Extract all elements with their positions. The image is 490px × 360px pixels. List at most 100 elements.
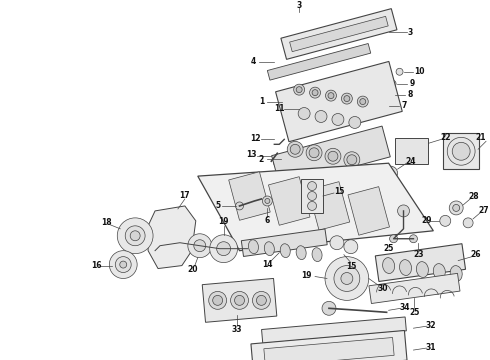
Text: 24: 24	[405, 157, 416, 166]
Circle shape	[397, 205, 410, 217]
Circle shape	[287, 141, 303, 157]
Circle shape	[387, 91, 394, 98]
Text: 15: 15	[345, 262, 356, 271]
Text: 5: 5	[215, 202, 220, 211]
Ellipse shape	[416, 262, 428, 278]
Polygon shape	[394, 138, 428, 164]
Circle shape	[447, 138, 475, 165]
Circle shape	[194, 240, 206, 252]
Circle shape	[120, 261, 127, 268]
Circle shape	[381, 102, 388, 109]
Circle shape	[290, 144, 300, 154]
Circle shape	[449, 201, 463, 215]
Polygon shape	[148, 206, 196, 269]
Circle shape	[115, 257, 131, 273]
Text: 28: 28	[469, 192, 479, 201]
Polygon shape	[375, 244, 466, 282]
Text: 1: 1	[259, 97, 264, 106]
Circle shape	[296, 87, 302, 93]
Text: 4: 4	[251, 57, 256, 66]
Text: 23: 23	[413, 250, 424, 259]
Circle shape	[332, 113, 344, 125]
Circle shape	[330, 236, 344, 250]
Text: 19: 19	[219, 217, 229, 226]
Text: 25: 25	[384, 244, 394, 253]
Circle shape	[188, 234, 212, 258]
Circle shape	[109, 251, 137, 279]
Text: 33: 33	[231, 325, 242, 334]
Circle shape	[117, 218, 153, 254]
Circle shape	[344, 152, 360, 168]
Circle shape	[262, 196, 272, 206]
Circle shape	[328, 93, 334, 99]
Ellipse shape	[383, 258, 394, 274]
Text: 27: 27	[479, 206, 490, 215]
Text: 6: 6	[265, 216, 270, 225]
Circle shape	[410, 235, 417, 243]
Text: 8: 8	[408, 90, 413, 99]
Ellipse shape	[312, 248, 322, 262]
Circle shape	[298, 108, 310, 120]
Circle shape	[384, 166, 397, 180]
Ellipse shape	[296, 246, 306, 260]
Ellipse shape	[399, 260, 412, 275]
Polygon shape	[443, 134, 479, 169]
Text: 21: 21	[475, 133, 486, 142]
Text: 22: 22	[440, 133, 450, 142]
Circle shape	[387, 170, 394, 177]
Ellipse shape	[264, 242, 274, 256]
Circle shape	[252, 291, 270, 309]
Ellipse shape	[433, 264, 445, 279]
Circle shape	[360, 99, 366, 104]
Polygon shape	[308, 182, 350, 230]
Circle shape	[325, 148, 341, 164]
Polygon shape	[251, 330, 407, 360]
Text: 20: 20	[188, 265, 198, 274]
Circle shape	[309, 148, 319, 158]
Circle shape	[235, 296, 245, 305]
Text: 31: 31	[425, 343, 436, 352]
Polygon shape	[229, 172, 270, 220]
Polygon shape	[369, 273, 460, 303]
Text: 30: 30	[377, 284, 388, 293]
Text: 3: 3	[296, 1, 302, 10]
Text: 7: 7	[402, 101, 407, 110]
Circle shape	[301, 105, 308, 112]
Circle shape	[210, 235, 238, 262]
Circle shape	[342, 93, 352, 104]
Circle shape	[308, 192, 317, 201]
Text: 32: 32	[425, 321, 436, 330]
Circle shape	[265, 198, 270, 203]
Polygon shape	[348, 186, 390, 235]
Circle shape	[236, 202, 244, 210]
Circle shape	[130, 231, 140, 241]
Circle shape	[306, 145, 322, 161]
Circle shape	[328, 151, 338, 161]
Circle shape	[440, 215, 451, 226]
Polygon shape	[241, 229, 327, 256]
Polygon shape	[262, 317, 406, 343]
Circle shape	[347, 155, 357, 165]
Circle shape	[396, 68, 403, 75]
Text: 19: 19	[301, 271, 312, 280]
Polygon shape	[271, 126, 391, 186]
Text: 25: 25	[409, 308, 419, 317]
Circle shape	[256, 296, 267, 305]
Text: 34: 34	[399, 303, 410, 312]
Text: 26: 26	[471, 250, 481, 259]
Polygon shape	[301, 179, 323, 213]
Circle shape	[294, 84, 305, 95]
Circle shape	[322, 301, 336, 315]
Circle shape	[312, 90, 318, 96]
Text: 29: 29	[421, 216, 432, 225]
Ellipse shape	[248, 240, 258, 253]
Circle shape	[310, 87, 320, 98]
Circle shape	[389, 80, 396, 87]
Circle shape	[349, 117, 361, 129]
Circle shape	[231, 291, 248, 309]
Circle shape	[325, 90, 337, 101]
Circle shape	[325, 257, 369, 300]
Circle shape	[308, 202, 317, 210]
Text: 13: 13	[246, 150, 257, 159]
Circle shape	[209, 291, 226, 309]
